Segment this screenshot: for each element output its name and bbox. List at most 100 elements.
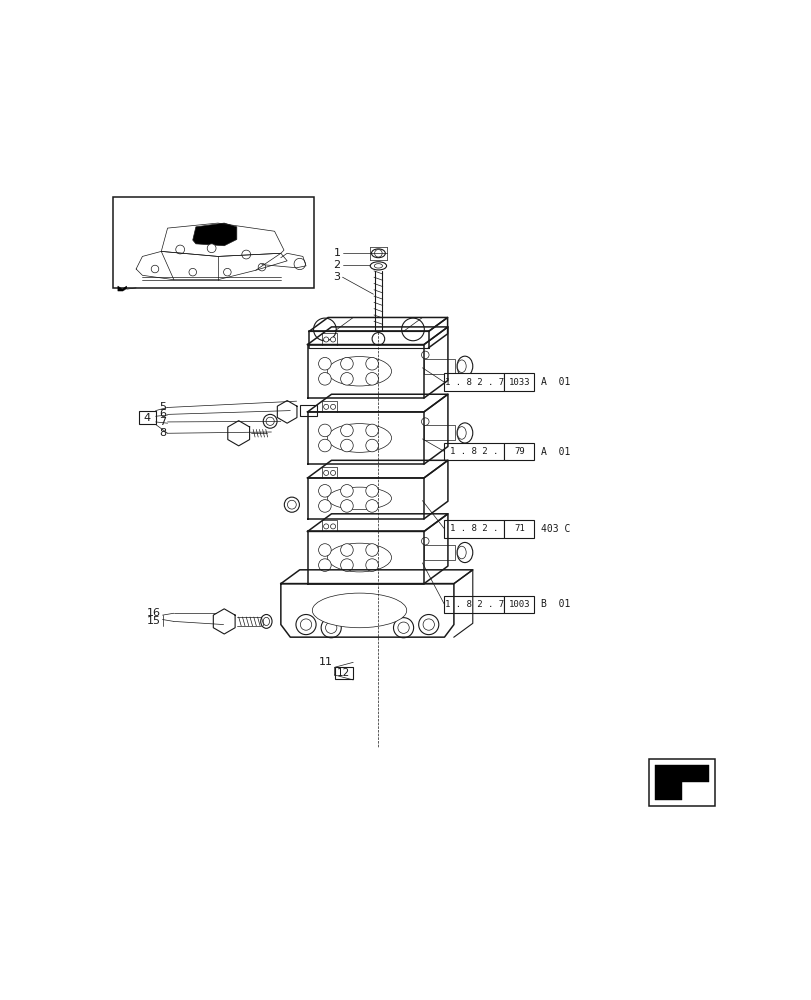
Circle shape xyxy=(324,337,328,342)
Text: 8: 8 xyxy=(159,428,166,438)
Circle shape xyxy=(318,485,331,497)
Circle shape xyxy=(223,268,231,276)
Text: 12: 12 xyxy=(337,668,350,678)
Circle shape xyxy=(397,622,409,633)
Bar xyxy=(504,443,534,460)
Circle shape xyxy=(418,614,438,635)
Circle shape xyxy=(366,373,378,385)
Circle shape xyxy=(320,618,341,638)
Circle shape xyxy=(189,268,196,276)
Circle shape xyxy=(366,357,378,370)
Bar xyxy=(423,425,455,440)
Circle shape xyxy=(366,559,378,571)
Circle shape xyxy=(401,318,424,341)
Text: 1003: 1003 xyxy=(508,600,530,609)
Text: 1 . 8 2 . 7: 1 . 8 2 . 7 xyxy=(444,600,504,609)
Text: 1: 1 xyxy=(333,248,341,258)
Bar xyxy=(504,373,534,391)
Text: B  01: B 01 xyxy=(540,599,569,609)
Ellipse shape xyxy=(327,543,391,572)
Circle shape xyxy=(242,250,251,259)
Circle shape xyxy=(258,263,265,271)
Ellipse shape xyxy=(312,593,406,628)
Circle shape xyxy=(287,500,296,509)
Circle shape xyxy=(295,614,315,635)
Ellipse shape xyxy=(260,614,272,628)
Circle shape xyxy=(374,250,382,257)
Circle shape xyxy=(294,258,305,270)
Ellipse shape xyxy=(457,356,472,376)
Circle shape xyxy=(330,524,335,529)
Circle shape xyxy=(393,618,413,638)
Circle shape xyxy=(324,470,328,475)
Text: 1 . 8 2 . 7: 1 . 8 2 . 7 xyxy=(444,378,504,387)
Text: 79: 79 xyxy=(513,447,524,456)
Text: 7: 7 xyxy=(159,417,166,427)
Circle shape xyxy=(284,497,299,512)
Circle shape xyxy=(341,559,353,571)
Circle shape xyxy=(318,424,331,437)
Circle shape xyxy=(151,265,159,273)
Circle shape xyxy=(341,500,353,512)
Circle shape xyxy=(371,333,384,345)
Text: A  01: A 01 xyxy=(540,377,569,387)
Circle shape xyxy=(324,524,328,529)
Circle shape xyxy=(341,373,353,385)
Ellipse shape xyxy=(263,414,277,428)
Ellipse shape xyxy=(370,262,386,270)
Bar xyxy=(299,405,317,416)
Ellipse shape xyxy=(327,424,391,452)
Bar xyxy=(444,596,504,613)
Text: 11: 11 xyxy=(318,657,332,667)
Circle shape xyxy=(330,470,335,475)
Circle shape xyxy=(313,318,336,341)
Circle shape xyxy=(423,619,434,630)
Circle shape xyxy=(341,357,353,370)
Bar xyxy=(139,411,156,424)
Circle shape xyxy=(175,245,184,254)
Circle shape xyxy=(341,424,353,437)
Circle shape xyxy=(300,619,311,630)
Circle shape xyxy=(366,485,378,497)
Text: 16: 16 xyxy=(147,608,161,618)
Text: 4: 4 xyxy=(144,413,151,423)
Bar xyxy=(113,197,314,288)
Circle shape xyxy=(325,622,337,633)
Polygon shape xyxy=(192,223,237,246)
Circle shape xyxy=(318,439,331,452)
Ellipse shape xyxy=(457,542,472,563)
Circle shape xyxy=(421,537,428,545)
Circle shape xyxy=(318,500,331,512)
Text: 403 C: 403 C xyxy=(540,524,569,534)
Ellipse shape xyxy=(371,249,385,258)
Text: 6: 6 xyxy=(159,409,166,419)
Circle shape xyxy=(318,357,331,370)
Circle shape xyxy=(330,404,335,409)
Circle shape xyxy=(207,244,216,253)
Text: 1 . 8 2 .: 1 . 8 2 . xyxy=(449,447,498,456)
Bar xyxy=(648,759,714,806)
Ellipse shape xyxy=(457,427,466,439)
Text: 2: 2 xyxy=(333,260,341,270)
Text: A  01: A 01 xyxy=(540,447,569,457)
Text: 71: 71 xyxy=(513,524,524,533)
Circle shape xyxy=(366,500,378,512)
Circle shape xyxy=(366,439,378,452)
Ellipse shape xyxy=(457,423,472,443)
Circle shape xyxy=(341,439,353,452)
Circle shape xyxy=(324,404,328,409)
Ellipse shape xyxy=(327,357,391,386)
Ellipse shape xyxy=(266,417,274,425)
Text: 3: 3 xyxy=(333,272,341,282)
Ellipse shape xyxy=(263,617,269,626)
Polygon shape xyxy=(654,765,708,800)
Circle shape xyxy=(366,544,378,556)
Polygon shape xyxy=(118,286,127,291)
Circle shape xyxy=(421,418,428,425)
Bar xyxy=(444,443,504,460)
Bar xyxy=(504,596,534,613)
Circle shape xyxy=(318,559,331,571)
Circle shape xyxy=(341,485,353,497)
Circle shape xyxy=(421,351,428,359)
Circle shape xyxy=(318,373,331,385)
